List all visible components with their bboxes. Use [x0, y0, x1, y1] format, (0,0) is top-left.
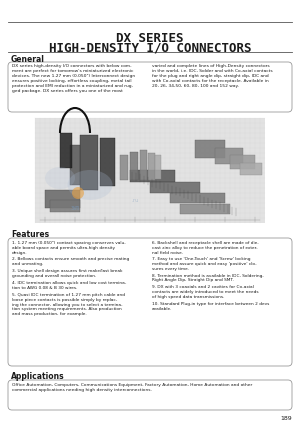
Text: 3. Unique shell design assures first make/last break
grounding and overall noise: 3. Unique shell design assures first mak…: [12, 269, 122, 278]
Bar: [120, 155, 128, 180]
Text: Office Automation, Computers, Communications Equipment, Factory Automation, Home: Office Automation, Computers, Communicat…: [12, 383, 252, 392]
Text: DX series high-density I/O connectors with below com-
ment are perfect for tomor: DX series high-density I/O connectors wi…: [12, 64, 135, 93]
Bar: [50, 200, 80, 212]
Text: 8. Termination method is available in IDC, Soldering,
Right Angle Dip, Straight : 8. Termination method is available in ID…: [152, 274, 264, 283]
Text: Features: Features: [11, 230, 49, 239]
Ellipse shape: [68, 170, 112, 200]
Text: 10. Standard Plug-in type for interface between 2 devs
available.: 10. Standard Plug-in type for interface …: [152, 302, 269, 311]
Ellipse shape: [45, 167, 75, 189]
Bar: [100, 138, 115, 186]
Bar: [230, 155, 255, 169]
Text: 4. IDC termination allows quick and low cost termina-
tion to AWG 0.08 & B 30 wi: 4. IDC termination allows quick and low …: [12, 281, 126, 290]
Ellipse shape: [72, 187, 84, 199]
Bar: [215, 148, 243, 164]
Bar: [60, 133, 72, 168]
Bar: [170, 193, 225, 203]
Text: varied and complete lines of High-Density connectors
in the world, i.e. IDC, Sol: varied and complete lines of High-Densit…: [152, 64, 273, 88]
Bar: [130, 152, 138, 180]
Text: HIGH-DENSITY I/O CONNECTORS: HIGH-DENSITY I/O CONNECTORS: [49, 41, 251, 54]
Bar: [150, 182, 200, 193]
Bar: [130, 170, 175, 182]
Bar: [155, 155, 161, 179]
Text: DX SERIES: DX SERIES: [116, 32, 184, 45]
Bar: [140, 150, 147, 180]
Text: 9. DX with 3 coaxials and 2 cavities for Co-axial
contacts are widely introduced: 9. DX with 3 coaxials and 2 cavities for…: [152, 286, 259, 299]
FancyBboxPatch shape: [8, 62, 292, 112]
Text: 189: 189: [280, 416, 292, 421]
Bar: [180, 204, 230, 214]
Bar: [240, 163, 262, 175]
Text: 5. Quasi IDC termination of 1.27 mm pitch cable and
loose piece contacts is poss: 5. Quasi IDC termination of 1.27 mm pitc…: [12, 293, 125, 316]
Bar: [80, 135, 98, 190]
Bar: [148, 153, 155, 180]
FancyBboxPatch shape: [8, 238, 292, 366]
Bar: [70, 145, 80, 185]
Text: Applications: Applications: [11, 372, 64, 381]
Text: 1. 1.27 mm (0.050") contact spacing conserves valu-
able board space and permits: 1. 1.27 mm (0.050") contact spacing cons…: [12, 241, 126, 255]
Bar: [195, 140, 225, 158]
Text: General: General: [11, 55, 45, 64]
Bar: [35, 118, 265, 223]
FancyBboxPatch shape: [8, 380, 292, 410]
Text: 7. Easy to use 'One-Touch' and 'Screw' locking
method and assure quick and easy : 7. Easy to use 'One-Touch' and 'Screw' l…: [152, 257, 256, 271]
Bar: [45, 190, 80, 208]
Text: 2. Bellows contacts ensure smooth and precise mating
and unmating.: 2. Bellows contacts ensure smooth and pr…: [12, 257, 129, 266]
Text: 6. Backshell and receptacle shell are made of die-
cast zinc alloy to reduce the: 6. Backshell and receptacle shell are ma…: [152, 241, 259, 255]
Text: .ru: .ru: [131, 198, 139, 203]
Text: эл: эл: [70, 205, 80, 211]
